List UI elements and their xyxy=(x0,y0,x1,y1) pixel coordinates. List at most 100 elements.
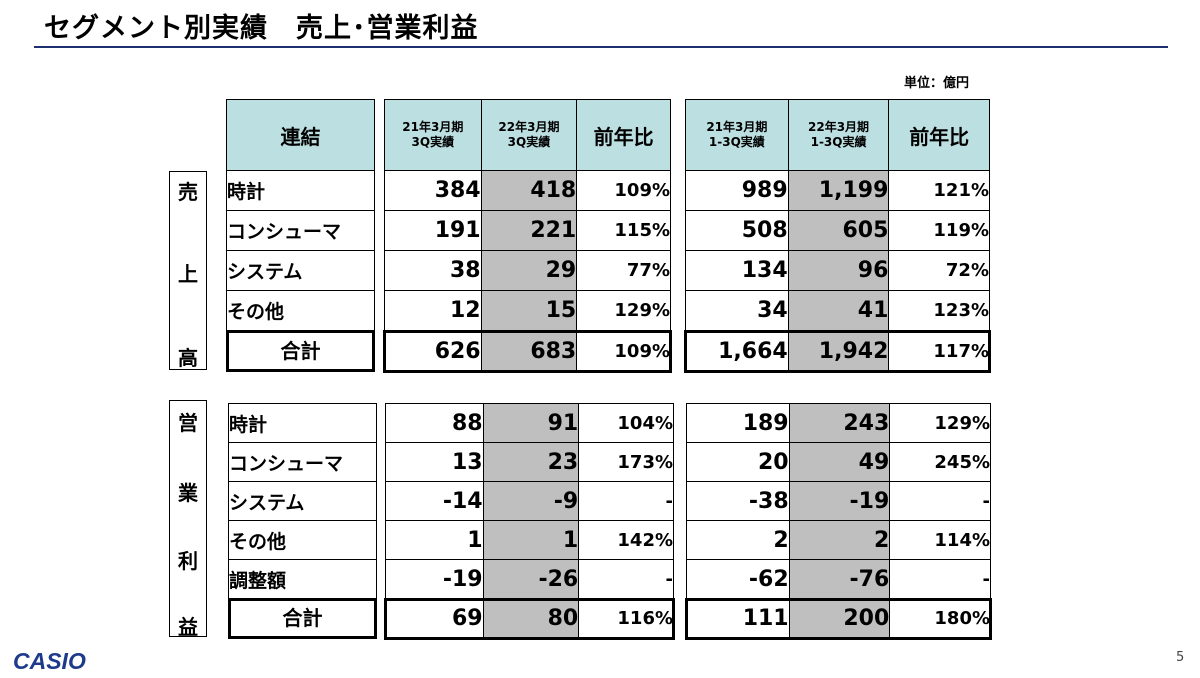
table-row: -38 -19- xyxy=(686,481,991,521)
cell: 384 xyxy=(384,170,482,211)
cell: 1,942 xyxy=(787,330,890,372)
table-row: 189 243 129% xyxy=(686,403,991,443)
cell: -19 xyxy=(385,559,484,599)
sales-quarter-table: 21年3月期 3Q実績 22年3月期 3Q実績 前年比 384 418 109% 191… xyxy=(384,99,671,372)
sales-label-table: 連結 時計 コンシューマ システム その他 xyxy=(226,99,375,331)
casio-logo: CASIO xyxy=(13,648,86,674)
cell: 88 xyxy=(385,403,484,443)
cell: 15 xyxy=(480,290,578,331)
table-row: -62 -76- xyxy=(686,559,991,599)
table-row: 34 41 123% xyxy=(685,290,990,331)
cell: -62 xyxy=(686,559,790,599)
table-row: 508 605 119% xyxy=(685,210,990,251)
cell: -9 xyxy=(482,481,580,521)
cell: 1 xyxy=(482,520,580,560)
cell: 114% xyxy=(889,520,991,560)
header-q-prev: 21年3月期 3Q実績 xyxy=(384,99,482,171)
table-row: 134 96 72% xyxy=(685,250,990,291)
cell: 117% xyxy=(888,330,990,372)
table-row: 20 49 245% xyxy=(686,442,991,482)
row-label: 時計 xyxy=(226,170,375,211)
sales-side-label: 売 上 高 xyxy=(169,171,207,370)
cell: 142% xyxy=(578,520,674,560)
profit-total-label: 合計 xyxy=(228,598,377,639)
cell: 989 xyxy=(685,170,789,211)
cell: 49 xyxy=(788,442,891,482)
row-label: システム xyxy=(226,250,375,291)
cell: 123% xyxy=(888,290,990,331)
cell: 121% xyxy=(888,170,990,211)
cell: 180% xyxy=(889,598,991,639)
cell: 1,199 xyxy=(787,170,890,211)
cell: 23 xyxy=(482,442,580,482)
header-cum-yoy: 前年比 xyxy=(888,99,990,171)
cell: 200 xyxy=(788,598,891,639)
cell: 2 xyxy=(686,520,790,560)
cell: 80 xyxy=(482,598,580,639)
profit-side-char: 業 xyxy=(178,481,198,505)
profit-side-char: 益 xyxy=(178,615,198,639)
cell: 109% xyxy=(576,330,671,372)
profit-label-table: 時計 コンシューマ システム その他 調整額 xyxy=(228,403,377,599)
cell: 104% xyxy=(578,403,674,443)
table-row: -19 -26- xyxy=(385,559,674,599)
sales-side-char: 売 xyxy=(178,180,198,204)
total-row: 626 683 109% xyxy=(384,330,671,372)
table-row: 989 1,199 121% xyxy=(685,170,990,211)
table-row: 13 23 173% xyxy=(385,442,674,482)
cell: 189 xyxy=(686,403,790,443)
cell: 96 xyxy=(787,250,890,291)
row-label: システム xyxy=(228,481,377,521)
cell: -19 xyxy=(788,481,891,521)
sales-cumulative-table: 21年3月期 1-3Q実績 22年3月期 1-3Q実績 前年比 989 1,199 12… xyxy=(685,99,990,372)
cell: 72% xyxy=(888,250,990,291)
cell: 191 xyxy=(384,210,482,251)
cell: 38 xyxy=(384,250,482,291)
cell: 12 xyxy=(384,290,482,331)
row-label: 調整額 xyxy=(228,559,377,599)
sales-total-label: 合計 xyxy=(226,330,375,372)
profit-quarter-table: 88 91 104% 13 23 173% -14 -9- 1 1 142% -19 -26- … xyxy=(385,403,674,639)
profit-side-label: 営 業 利 益 xyxy=(169,400,207,639)
table-row: 191 221 115% xyxy=(384,210,671,251)
unit-label: 単位：億円 xyxy=(904,76,970,91)
cell: 111 xyxy=(686,598,790,639)
header-q-yoy: 前年比 xyxy=(576,99,671,171)
cell: 245% xyxy=(889,442,991,482)
page-number: 5 xyxy=(1176,650,1185,665)
cell: 77% xyxy=(576,250,671,291)
title-underline xyxy=(34,46,1168,48)
row-label: その他 xyxy=(226,290,375,331)
cell: -26 xyxy=(482,559,580,599)
total-row: 1,664 1,942 117% xyxy=(685,330,990,372)
cell: - xyxy=(578,481,674,521)
cell: 29 xyxy=(480,250,578,291)
cell: 20 xyxy=(686,442,790,482)
cell: 116% xyxy=(578,598,674,639)
total-row: 111 200 180% xyxy=(686,598,991,639)
profit-side-char: 営 xyxy=(178,411,198,435)
profit-side-char: 利 xyxy=(178,549,198,573)
header-consolidated: 連結 xyxy=(226,99,375,171)
profit-cumulative-table: 189 243 129% 20 49 245% -38 -19- 2 2 114% -62 -7… xyxy=(686,403,991,639)
sales-side-char: 上 xyxy=(178,262,198,286)
row-label: 時計 xyxy=(228,403,377,443)
table-row: 88 91 104% xyxy=(385,403,674,443)
cell: -38 xyxy=(686,481,790,521)
row-label: コンシューマ xyxy=(226,210,375,251)
cell: 91 xyxy=(482,403,580,443)
table-row: 2 2 114% xyxy=(686,520,991,560)
cell: -14 xyxy=(385,481,484,521)
cell: 173% xyxy=(578,442,674,482)
cell: - xyxy=(889,481,991,521)
table-row: 12 15 129% xyxy=(384,290,671,331)
table-row: -14 -9- xyxy=(385,481,674,521)
cell: 508 xyxy=(685,210,789,251)
cell: 134 xyxy=(685,250,789,291)
cell: 69 xyxy=(385,598,484,639)
cell: 418 xyxy=(480,170,578,211)
row-label: コンシューマ xyxy=(228,442,377,482)
table-row: 1 1 142% xyxy=(385,520,674,560)
header-cum-prev: 21年3月期 1-3Q実績 xyxy=(685,99,789,171)
cell: 129% xyxy=(889,403,991,443)
